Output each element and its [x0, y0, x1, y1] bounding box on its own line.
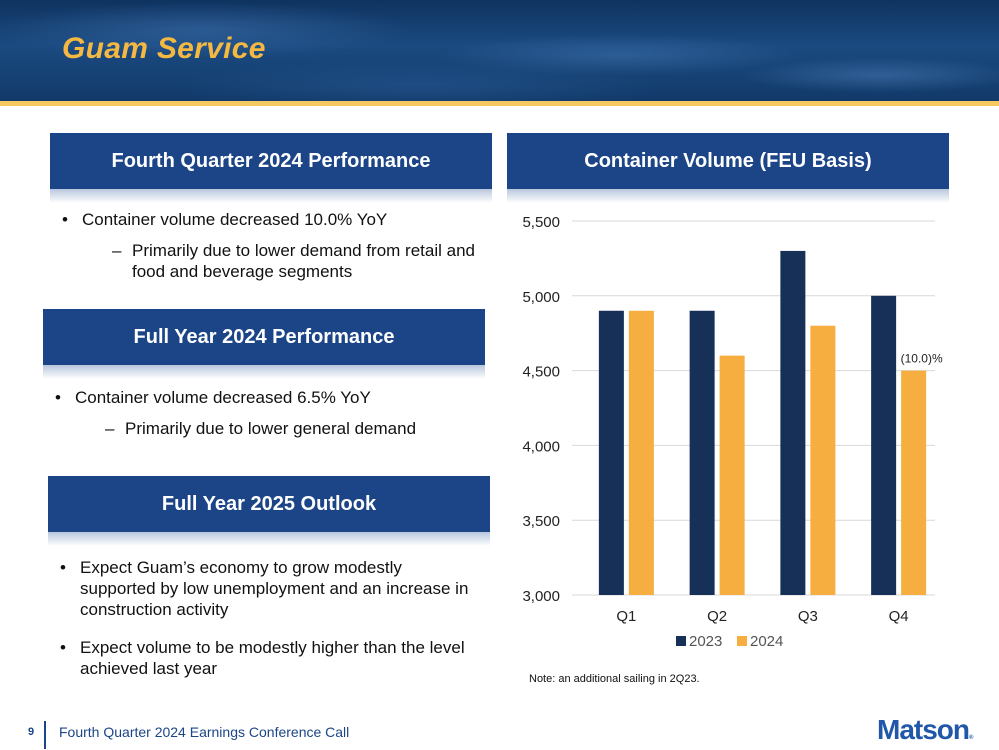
section-header-fy2024-performance: Full Year 2024 Performance [43, 309, 485, 379]
bullet: Expect Guam’s economy to grow modestly s… [60, 557, 480, 620]
container-volume-chart: 3,000 3,500 4,000 4,500 5,000 5,500 Q1 Q2 Q3 Q4 (1… [522, 214, 943, 650]
bullet: Expect volume to be modestly higher than… [60, 637, 480, 679]
matson-logo: Matson® [877, 714, 973, 746]
fy2025-outlook-bullets: Expect Guam’s economy to grow modestly s… [60, 557, 480, 679]
x-tick-label: Q2 [707, 608, 727, 625]
x-tick-label: Q1 [616, 608, 636, 625]
bar-2023-q4 [871, 295, 897, 595]
footer-divider [44, 721, 46, 749]
y-tick-label: 4,500 [522, 364, 560, 381]
legend-swatch-2023 [676, 636, 686, 646]
sub-bullet: Primarily due to lower general demand [55, 418, 485, 439]
footer-text: Fourth Quarter 2024 Earnings Conference … [59, 724, 350, 740]
section-header-q4-performance: Fourth Quarter 2024 Performance [50, 133, 492, 203]
bar-2023-q3 [780, 250, 806, 596]
data-annotation: (10.0)% [901, 352, 943, 366]
bar-2023-q2 [689, 310, 715, 595]
x-tick-label: Q4 [889, 608, 909, 625]
y-tick-label: 3,000 [522, 588, 560, 605]
q4-performance-bullets: Container volume decreased 10.0% YoY Pri… [62, 209, 482, 282]
bar-2023-q1 [598, 310, 624, 595]
section-header-fy2025-outlook: Full Year 2025 Outlook [48, 476, 490, 546]
registered-mark: ® [969, 735, 974, 741]
legend-swatch-2024 [737, 636, 747, 646]
x-tick-label: Q3 [798, 608, 818, 625]
chart-note: Note: an additional sailing in 2Q23. [529, 673, 700, 685]
y-tick-label: 5,500 [522, 214, 560, 231]
chart-header: Container Volume (FEU Basis) [507, 133, 949, 203]
bar-2024-q1 [628, 310, 654, 595]
bar-2024-q3 [810, 325, 836, 595]
banner-accent-stripe [0, 101, 999, 106]
legend-label-2024: 2024 [750, 633, 783, 650]
bar-2024-q2 [719, 355, 745, 595]
sub-bullet: Primarily due to lower demand from retai… [62, 240, 482, 282]
y-tick-label: 5,000 [522, 289, 560, 306]
legend-label-2023: 2023 [689, 633, 722, 650]
logo-text: Matson [877, 714, 970, 745]
header-banner [0, 0, 999, 101]
page-number: 9 [28, 726, 35, 738]
page-title: Guam Service [62, 32, 266, 65]
fy2024-performance-bullets: Container volume decreased 6.5% YoY Prim… [55, 387, 485, 439]
bar-2024-q4 [901, 370, 927, 595]
bullet: Container volume decreased 10.0% YoY [62, 209, 482, 230]
y-tick-label: 3,500 [522, 513, 560, 530]
y-tick-label: 4,000 [522, 438, 560, 455]
bullet: Container volume decreased 6.5% YoY [55, 387, 485, 408]
